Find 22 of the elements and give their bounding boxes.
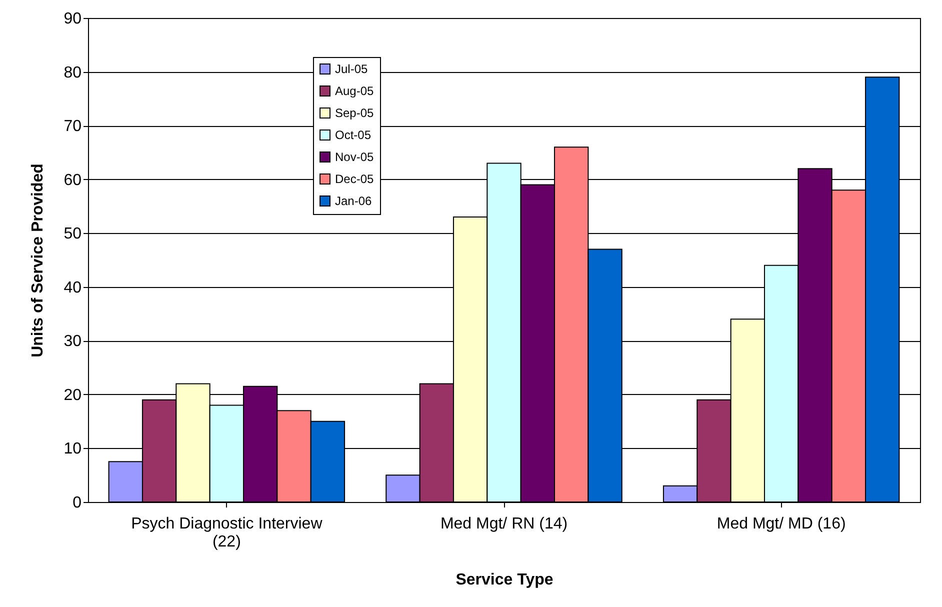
legend-label: Sep-05 (335, 106, 374, 120)
y-tick-label: 90 (64, 10, 82, 28)
x-tick-label: Med Mgt/ MD (16) (716, 516, 846, 532)
legend-label: Oct-05 (335, 128, 372, 142)
x-tick-label: Med Mgt/ RN (14) (440, 516, 568, 532)
y-tick-label: 50 (64, 226, 82, 243)
x-axis-title: Service Type (456, 572, 554, 588)
y-tick-label: 60 (64, 172, 82, 189)
y-tick-label: 10 (64, 440, 82, 458)
y-tick-label: 20 (64, 386, 82, 404)
y-tick-label: 70 (64, 118, 82, 136)
legend-label: Jan-06 (335, 194, 372, 208)
y-tick-label: 40 (64, 279, 82, 296)
legend-label: Jul-05 (335, 62, 368, 76)
y-tick-label: 80 (64, 64, 82, 82)
legend-label: Dec-05 (335, 172, 374, 186)
legend-label: Nov-05 (335, 150, 374, 164)
legend-label: Aug-05 (335, 84, 374, 98)
y-axis-title: Units of Service Provided (30, 164, 47, 358)
y-tick-label: 0 (72, 494, 82, 512)
y-tick-label: 30 (64, 333, 82, 350)
x-tick-label: Psych Diagnostic Interview (22) (131, 516, 323, 550)
